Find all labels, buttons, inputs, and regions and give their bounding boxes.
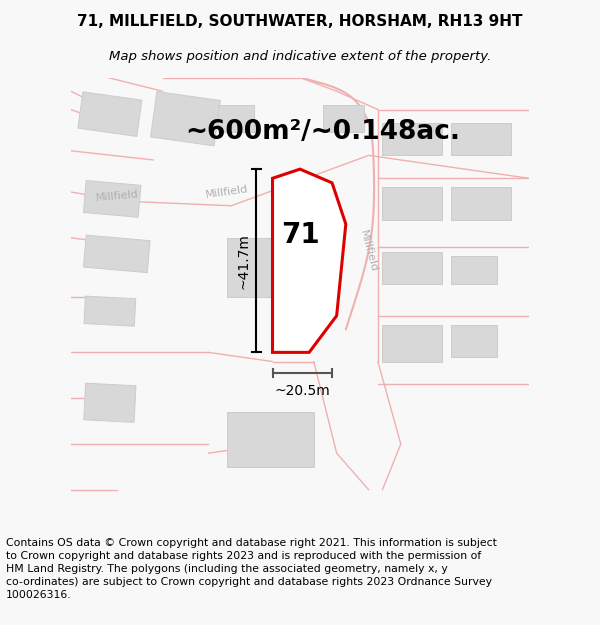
- Text: Millfield: Millfield: [205, 184, 249, 200]
- Text: Map shows position and indicative extent of the property.: Map shows position and indicative extent…: [109, 49, 491, 62]
- Text: 71: 71: [281, 221, 320, 249]
- Polygon shape: [451, 188, 511, 219]
- Polygon shape: [382, 325, 442, 361]
- Polygon shape: [78, 92, 142, 136]
- Polygon shape: [83, 181, 141, 218]
- Polygon shape: [451, 325, 497, 357]
- Polygon shape: [84, 296, 136, 326]
- Polygon shape: [323, 105, 364, 132]
- Polygon shape: [382, 252, 442, 284]
- Polygon shape: [227, 412, 314, 467]
- Text: ~600m²/~0.148ac.: ~600m²/~0.148ac.: [185, 119, 460, 146]
- Polygon shape: [151, 92, 220, 146]
- Polygon shape: [227, 238, 300, 298]
- Text: Millfield: Millfield: [95, 190, 139, 204]
- Text: 71, MILLFIELD, SOUTHWATER, HORSHAM, RH13 9HT: 71, MILLFIELD, SOUTHWATER, HORSHAM, RH13…: [77, 14, 523, 29]
- Polygon shape: [218, 105, 254, 132]
- Text: Millfield: Millfield: [358, 229, 379, 274]
- Polygon shape: [382, 123, 442, 156]
- Text: Contains OS data © Crown copyright and database right 2021. This information is : Contains OS data © Crown copyright and d…: [6, 538, 497, 600]
- Polygon shape: [382, 188, 442, 219]
- Polygon shape: [451, 256, 497, 284]
- Polygon shape: [83, 235, 150, 272]
- Polygon shape: [451, 123, 511, 156]
- Polygon shape: [272, 169, 346, 352]
- Text: ~20.5m: ~20.5m: [274, 384, 330, 399]
- Text: ~41.7m: ~41.7m: [236, 232, 251, 289]
- Polygon shape: [84, 383, 136, 423]
